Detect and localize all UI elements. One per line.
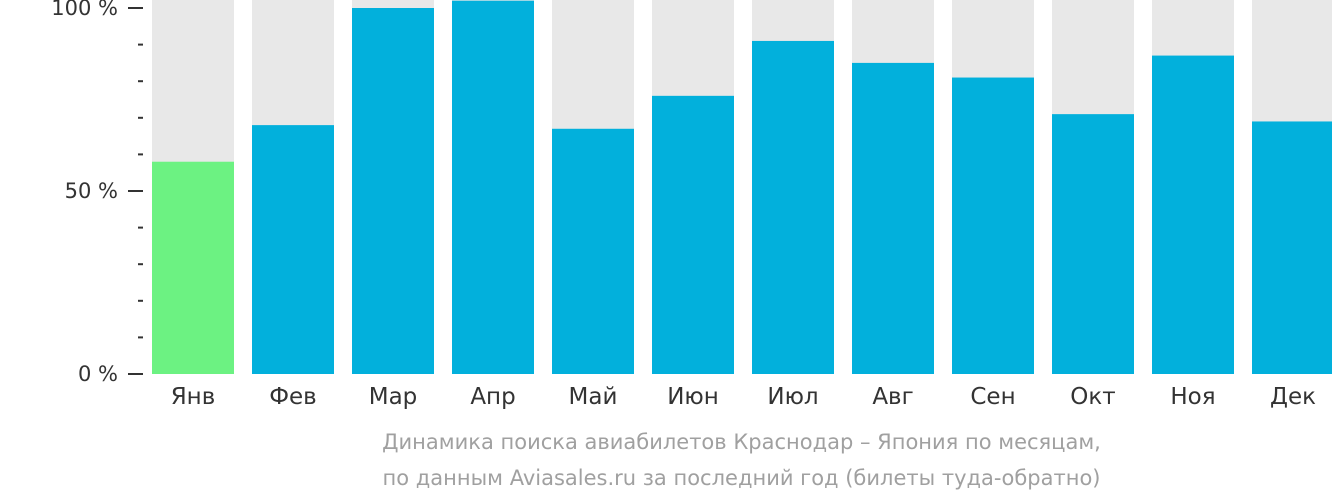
chart-caption-line-1: Динамика поиска авиабилетов Краснодар – … bbox=[382, 430, 1101, 454]
data-bars bbox=[152, 0, 1332, 375]
y-tick-label: 100 % bbox=[51, 0, 118, 20]
chart-caption-line-2: по данным Aviasales.ru за последний год … bbox=[382, 466, 1101, 490]
y-tick-label: 50 % bbox=[65, 179, 118, 203]
x-tick-label: Окт bbox=[1070, 384, 1115, 410]
y-tick-label: 0 % bbox=[78, 362, 118, 386]
x-tick-label: Сен bbox=[970, 384, 1015, 410]
bar-4 bbox=[552, 128, 634, 374]
x-tick-label: Июл bbox=[767, 384, 818, 410]
x-tick-label: Фев bbox=[269, 384, 317, 410]
bar-5 bbox=[652, 95, 734, 374]
bar-0 bbox=[152, 161, 234, 374]
bar-6 bbox=[752, 40, 834, 374]
bar-chart: 0 % 50 % 100 % Янв Фев Мар Апр Май Июн Июл Авг Сен… bbox=[51, 0, 1332, 410]
x-tick-label: Янв bbox=[171, 384, 216, 410]
bar-9 bbox=[1052, 114, 1134, 374]
x-tick-label: Ноя bbox=[1170, 384, 1215, 410]
y-axis: 0 % 50 % 100 % bbox=[51, 0, 143, 386]
bar-11 bbox=[1252, 121, 1332, 375]
x-tick-label: Дек bbox=[1270, 384, 1316, 410]
bar-2 bbox=[352, 8, 434, 374]
bar-8 bbox=[952, 77, 1034, 374]
bar-1 bbox=[252, 125, 334, 375]
x-tick-label: Авг bbox=[872, 384, 913, 410]
x-tick-label: Апр bbox=[470, 384, 515, 410]
x-tick-label: Май bbox=[569, 384, 618, 410]
x-axis-labels: Янв Фев Мар Апр Май Июн Июл Авг Сен Окт Ноя Дек bbox=[171, 384, 1316, 410]
bar-3 bbox=[452, 0, 534, 375]
x-tick-label: Июн bbox=[667, 384, 719, 410]
bar-7 bbox=[852, 62, 934, 375]
x-tick-label: Мар bbox=[369, 384, 418, 410]
bar-10 bbox=[1152, 55, 1234, 375]
